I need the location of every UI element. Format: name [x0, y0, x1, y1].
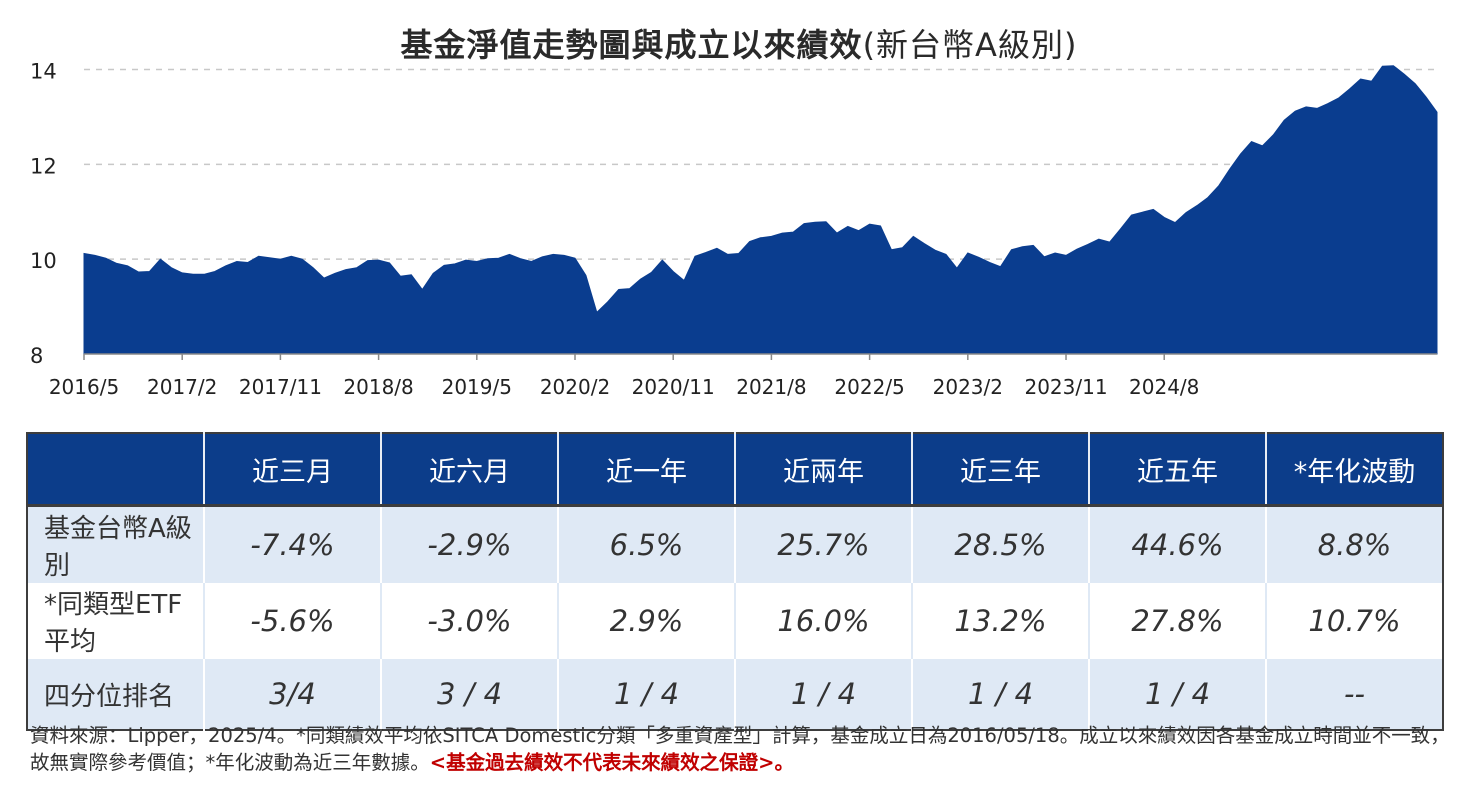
table-cell: 27.8%	[1088, 583, 1266, 659]
y-tick-label: 10	[30, 249, 57, 273]
x-tick-label: 2021/8	[736, 375, 806, 399]
table-cell: 8.8%	[1265, 505, 1443, 583]
x-tick-label: 2022/5	[834, 375, 904, 399]
table-cell: 25.7%	[734, 505, 912, 583]
table-cell: 44.6%	[1088, 505, 1266, 583]
table-cell: -5.6%	[203, 583, 381, 659]
header-2y: 近兩年	[734, 433, 912, 507]
table-cell: 6.5%	[557, 505, 735, 583]
chart-title-main: 基金淨值走勢圖與成立以來績效	[400, 26, 863, 64]
table-row: 四分位排名 3/4 3 / 4 1 / 4 1 / 4 1 / 4 1 / 4 …	[27, 659, 1443, 730]
table-cell: 10.7%	[1265, 583, 1443, 659]
x-tick-label: 2024/8	[1129, 375, 1199, 399]
nav-area-chart: 2016/5 2017/2 2017/11 2018/8 2019/5 2020/2 202…	[30, 59, 1438, 399]
table-cell: 1 / 4	[1088, 659, 1266, 730]
row-label: 基金台幣A級別	[27, 505, 204, 583]
y-axis: 8 10 12 14	[30, 59, 57, 368]
table-cell: --	[1265, 659, 1443, 730]
header-3y: 近三年	[911, 433, 1089, 507]
x-tick-label: 2017/11	[239, 375, 322, 399]
table-cell: 16.0%	[734, 583, 912, 659]
nav-area-series	[83, 65, 1438, 355]
x-axis: 2016/5 2017/2 2017/11 2018/8 2019/5 2020/2 202…	[49, 353, 1437, 399]
x-tick-label: 2019/5	[442, 375, 512, 399]
table-header-row: 近三月 近六月 近一年 近兩年 近三年 近五年 *年化波動	[27, 433, 1443, 507]
x-tick-label: 2023/11	[1024, 375, 1107, 399]
table-row: *同類型ETF平均 -5.6% -3.0% 2.9% 16.0% 13.2% 2…	[27, 583, 1443, 659]
header-3m: 近三月	[203, 433, 381, 507]
chart-plot	[83, 65, 1438, 355]
table-cell: 2.9%	[557, 583, 735, 659]
row-label: 四分位排名	[27, 659, 204, 730]
x-tick-label: 2020/11	[632, 375, 715, 399]
header-volatility: *年化波動	[1265, 433, 1443, 507]
header-corner	[27, 433, 204, 507]
y-tick-label: 8	[30, 344, 43, 368]
table-cell: 1 / 4	[734, 659, 912, 730]
footnote-warning: <基金過去績效不代表未來績效之保證>。	[429, 751, 794, 774]
row-label: *同類型ETF平均	[27, 583, 204, 659]
table-cell: -2.9%	[380, 505, 558, 583]
table-cell: 3/4	[203, 659, 381, 730]
table-cell: -7.4%	[203, 505, 381, 583]
x-tick-label: 2023/2	[933, 375, 1003, 399]
header-1y: 近一年	[557, 433, 735, 507]
x-tick-label: 2016/5	[49, 375, 119, 399]
performance-table: 近三月 近六月 近一年 近兩年 近三年 近五年 *年化波動 基金台幣A級別 -7…	[26, 432, 1444, 731]
table-cell: 3 / 4	[380, 659, 558, 730]
table-cell: 13.2%	[911, 583, 1089, 659]
x-tick-label: 2020/2	[540, 375, 610, 399]
table-row: 基金台幣A級別 -7.4% -2.9% 6.5% 25.7% 28.5% 44.…	[27, 505, 1443, 583]
footnote-text: 資料來源：Lipper，2025/4。*同類績效平均依SITCA Domesti…	[30, 724, 1450, 774]
table-cell: 1 / 4	[557, 659, 735, 730]
table-cell: -3.0%	[380, 583, 558, 659]
chart-title: 基金淨值走勢圖與成立以來績效(新台幣A級別)	[0, 20, 1478, 66]
footnote: 資料來源：Lipper，2025/4。*同類績效平均依SITCA Domesti…	[30, 722, 1450, 776]
header-6m: 近六月	[380, 433, 558, 507]
header-5y: 近五年	[1088, 433, 1266, 507]
x-tick-label: 2018/8	[343, 375, 413, 399]
x-tick-label: 2017/2	[147, 375, 217, 399]
y-tick-label: 14	[30, 59, 57, 83]
table-cell: 1 / 4	[911, 659, 1089, 730]
table-cell: 28.5%	[911, 505, 1089, 583]
y-tick-label: 12	[30, 154, 57, 178]
chart-title-sub: (新台幣A級別)	[862, 26, 1078, 64]
